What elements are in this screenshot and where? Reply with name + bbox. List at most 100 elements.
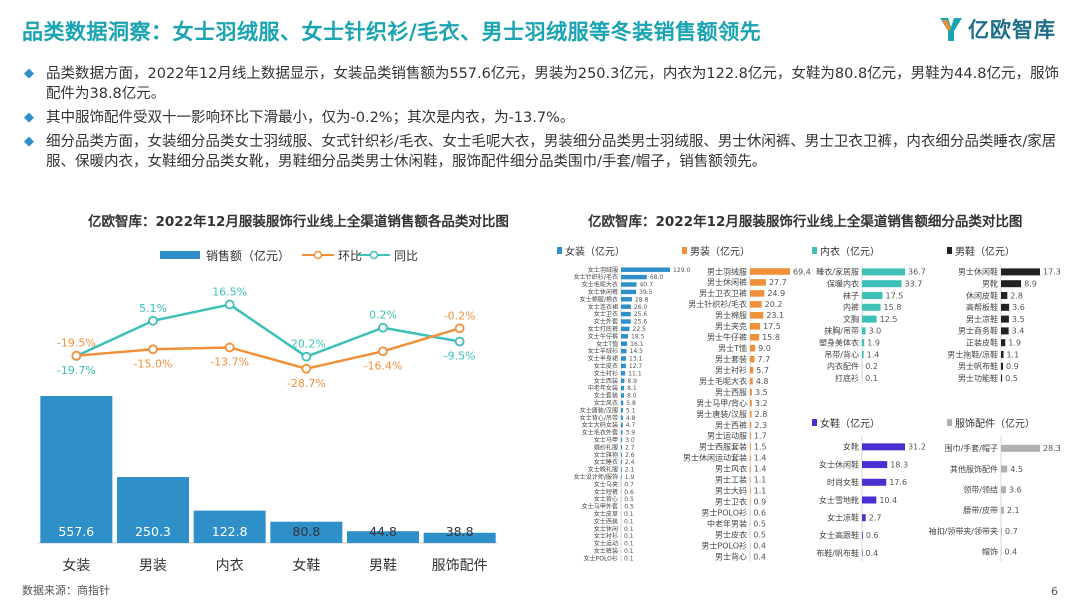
subcategory-label: 女士牛仔裤 <box>588 332 618 340</box>
subcategory-bar <box>862 315 877 323</box>
subcategory-value: 1.9 <box>867 339 880 348</box>
subcategory-value: 3.6 <box>1009 485 1022 494</box>
legend-label-sales: 销售额（亿元） <box>206 248 290 263</box>
subcategory-label: 男士牛仔裤 <box>707 332 747 342</box>
subcategory-label: 男士运动服 <box>707 431 747 441</box>
subcategory-bar <box>621 363 626 369</box>
bar <box>117 477 189 543</box>
mom-data-label: -19.5% <box>57 337 96 350</box>
mom-data-label: -15.0% <box>134 357 173 370</box>
legend: 销售额（亿元） 环比 同比 <box>160 248 418 263</box>
subcategory-value: 11.1 <box>628 370 642 377</box>
subcategory-bar <box>862 327 866 335</box>
subcategory-label: 婚纱礼服 <box>594 443 618 451</box>
subcategory-value: 1.9 <box>625 474 635 481</box>
x-tick-label: 男装 <box>139 558 167 574</box>
subcategory-value: 3.0 <box>869 327 882 336</box>
bullet-item: ◆ 细分品类方面，女装细分品类女士羽绒服、女式针织衫/毛衣、女士毛呢大衣，男装细… <box>22 132 1062 172</box>
subcategory-value: 5.1 <box>626 407 636 414</box>
diamond-icon: ◆ <box>24 134 34 149</box>
diamond-icon: ◆ <box>24 110 34 125</box>
subcategory-value: 23.1 <box>766 311 784 320</box>
subcategory-value: 1.1 <box>754 476 767 485</box>
subcategory-bar <box>1001 268 1040 276</box>
left-chart-title: 亿欧智库：2022年12月服装服饰行业线上全渠道销售额各品类对比图 <box>88 214 509 230</box>
subcategory-label: 女士运动 <box>594 540 618 548</box>
subcategory-label: 男士商务鞋 <box>958 326 998 336</box>
subcategory-value: 4.8 <box>756 377 769 386</box>
subcategory-panel: 男鞋（亿元） 男士休闲鞋 17.3 男靴 8.9 休闲皮鞋 2.8 高帮板鞋 3.6 男士凉鞋 3.… <box>947 245 1061 384</box>
legend-marker-mom <box>313 250 323 260</box>
subcategory-label: 男士休闲鞋 <box>958 267 998 277</box>
mom-point <box>378 346 388 357</box>
subcategory-bar <box>621 415 623 420</box>
subcategory-bar <box>750 476 751 484</box>
subcategory-value: 0.1 <box>624 511 634 518</box>
subcategory-bar <box>621 348 627 354</box>
diamond-icon: ◆ <box>24 66 34 81</box>
subcategory-bar <box>621 452 622 457</box>
bar-value-label: 122.8 <box>212 524 248 539</box>
panel-title: 女鞋（亿元） <box>820 417 880 430</box>
panel-swatch <box>557 247 562 254</box>
subcategory-label: 女士棉服/棉衣 <box>580 295 618 303</box>
subcategory-bar <box>750 377 753 385</box>
subcategory-label: 女士打底裤 <box>588 325 618 333</box>
panel-title: 女装（亿元） <box>565 245 625 258</box>
yoy-data-label: 16.5% <box>212 286 247 299</box>
subcategory-bar <box>750 454 751 462</box>
subcategory-value: 8.9 <box>1024 280 1037 289</box>
subcategory-bar <box>750 487 751 495</box>
subcategory-bar <box>862 303 881 311</box>
subcategory-label: 男士皮衣 <box>715 529 747 539</box>
subcategory-bar <box>750 268 790 275</box>
subcategory-value: 2.8 <box>755 410 768 419</box>
subcategory-value: 2.6 <box>625 452 635 459</box>
subcategory-label: 塑身美体衣 <box>819 338 859 348</box>
subcategory-value: 0.1 <box>624 555 634 562</box>
subcategory-label: 高帮板鞋 <box>966 302 998 312</box>
subcategory-panel: 内衣（亿元） 睡衣/家居服 36.7 保暖内衣 33.7 袜子 17.5 内裤 15.8 文胸 12… <box>812 245 926 384</box>
subcategory-bar <box>862 292 883 299</box>
bullet-text: 品类数据方面，2022年12月线上数据显示，女装品类销售额为557.6亿元，男装… <box>46 66 1059 102</box>
yoy-line <box>75 303 460 359</box>
subcategory-value: 3.5 <box>755 388 768 397</box>
subcategory-bar <box>1001 527 1002 535</box>
subcategory-bar <box>1001 486 1006 494</box>
brand-logo: 亿欧智库 <box>938 14 1056 44</box>
subcategory-bar <box>621 408 623 413</box>
subcategory-bar <box>621 334 629 339</box>
subcategory-bar <box>862 351 864 358</box>
subcategory-value: 1.4 <box>754 454 767 463</box>
subcategory-bar <box>750 344 756 352</box>
subcategory-value: 17.5 <box>763 322 781 331</box>
subcategory-bar <box>750 465 751 473</box>
legend-label-mom: 环比 <box>338 249 362 263</box>
subcategory-value: 17.5 <box>886 291 904 300</box>
subcategory-label: 女士大码女装 <box>582 421 618 429</box>
legend-marker-yoy <box>369 250 379 260</box>
subcategory-value: 2.7 <box>869 514 882 523</box>
subcategory-value: 0.5 <box>624 496 634 503</box>
subcategory-value: 0.1 <box>624 541 634 548</box>
bar-value-label: 557.6 <box>58 524 94 539</box>
subcategory-value: 14.5 <box>630 348 644 355</box>
subcategory-label: 女士POLO衫 <box>584 554 618 562</box>
subcategory-label: 女士休闲裤 <box>588 288 618 296</box>
subcategory-label: 女士唐装/汉服 <box>580 406 618 414</box>
legend-label-yoy: 同比 <box>394 249 418 263</box>
subcategory-label: 女士连衣裙 <box>588 303 618 311</box>
bullet-item: ◆ 其中服饰配件受双十一影响环比下滑最小，仅为-0.2%；其次是内衣，为-13.… <box>22 108 1062 128</box>
subcategory-bar <box>621 393 625 398</box>
subcategory-label: 女士马甲 <box>594 436 618 444</box>
subcategory-value: 1.5 <box>754 443 767 452</box>
subcategory-label: 帽饰 <box>982 546 998 556</box>
subcategory-value: 3.4 <box>1012 327 1025 336</box>
subcategory-bar <box>1001 465 1008 473</box>
subcategory-label: 女士马甲外套 <box>582 503 618 511</box>
subcategory-label: 男士针织衫/毛衣 <box>688 299 747 309</box>
subcategory-bar <box>621 282 637 287</box>
subcategory-label: 女士西装 <box>594 377 618 385</box>
subcategory-value: 16.1 <box>630 341 644 348</box>
bar <box>193 510 266 543</box>
